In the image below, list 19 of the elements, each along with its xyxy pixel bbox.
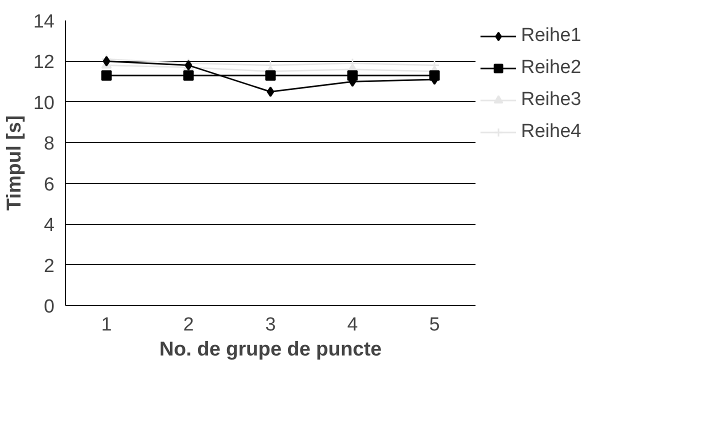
x-tick-label: 4	[347, 314, 358, 336]
y-tick-label: 6	[44, 174, 55, 196]
x-tick-label: 1	[101, 314, 112, 336]
y-tick-label: 8	[44, 134, 55, 155]
legend-label: Reihe3	[521, 89, 582, 111]
y-tick-label: 0	[44, 296, 55, 318]
legend-label: Reihe1	[521, 25, 582, 47]
y-tick-label: 14	[33, 12, 55, 32]
y-tick-label: 2	[44, 256, 55, 277]
x-tick-label: 3	[265, 314, 276, 336]
legend-label: Reihe2	[521, 57, 582, 79]
x-tick-label: 5	[429, 314, 440, 336]
y-axis-title: Timpul [s]	[3, 115, 26, 211]
legend-label: Reihe4	[521, 121, 582, 143]
y-tick-label: 10	[33, 92, 55, 114]
x-tick-label: 2	[183, 314, 194, 336]
x-axis-title: No. de grupe de puncte	[159, 338, 382, 360]
y-tick-label: 12	[33, 52, 55, 74]
y-tick-label: 4	[44, 215, 55, 236]
